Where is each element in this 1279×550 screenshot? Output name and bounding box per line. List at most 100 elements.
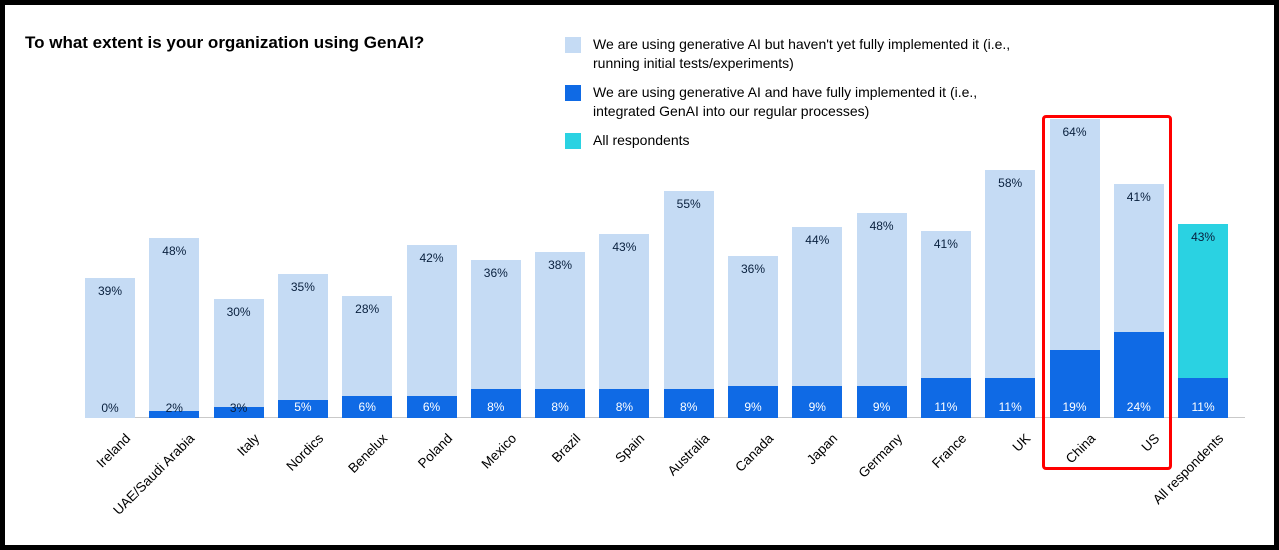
category-label: Mexico <box>466 418 520 472</box>
bar-segment-full: 9% <box>792 386 842 418</box>
bar-segment-partial: 42% <box>407 245 457 396</box>
bar-segment-full: 5% <box>278 400 328 418</box>
category-label: Japan <box>791 418 840 467</box>
bar-value-partial: 28% <box>342 302 392 316</box>
bar-column: 55%8%Australia <box>664 191 714 418</box>
category-label: UK <box>997 418 1034 455</box>
bar-value-full: 0% <box>85 401 135 415</box>
bar-column: 43%8%Spain <box>599 234 649 418</box>
bar-value-full: 9% <box>857 400 907 414</box>
bar-column: 36%8%Mexico <box>471 260 521 418</box>
bar-segment-partial: 55% <box>664 191 714 389</box>
bar-segment-full: 6% <box>407 396 457 418</box>
bar-value-full: 8% <box>664 400 714 414</box>
bar-value-partial: 36% <box>728 262 778 276</box>
bar-column: 41%24%US <box>1114 184 1164 418</box>
bar-segment-full: 19% <box>1050 350 1100 418</box>
bar-value-partial: 41% <box>1114 190 1164 204</box>
bar-segment-partial: 48% <box>149 238 199 411</box>
bar-value-partial: 39% <box>85 284 135 298</box>
bar-segment-full: 6% <box>342 396 392 418</box>
bar-segment-partial: 43% <box>599 234 649 389</box>
bar-value-partial: 58% <box>985 176 1035 190</box>
bar-segment-full: 3% <box>214 407 264 418</box>
bar-segment-full: 8% <box>471 389 521 418</box>
bar-segment-full: 11% <box>985 378 1035 418</box>
bar-value-partial: 48% <box>149 244 199 258</box>
bar-value-full: 2% <box>149 401 199 415</box>
bar-segment-full: 8% <box>664 389 714 418</box>
bar-column: 48%2%UAE/Saudi Arabia <box>149 238 199 418</box>
legend-swatch <box>565 85 581 101</box>
bar-segment-full: 2% <box>149 411 199 418</box>
bar-column: 39%0%Ireland <box>85 278 135 418</box>
category-label: US <box>1126 418 1163 455</box>
bar-value-partial: 48% <box>857 219 907 233</box>
bar-value-full: 11% <box>921 400 971 414</box>
legend-item: We are using generative AI and have full… <box>565 83 1025 121</box>
category-label: Poland <box>402 418 455 471</box>
bar-value-full: 8% <box>535 400 585 414</box>
category-label: Australia <box>652 418 712 478</box>
bar-value-partial: 41% <box>921 237 971 251</box>
bar-value-partial: 44% <box>792 233 842 247</box>
legend-label: We are using generative AI and have full… <box>593 83 1025 121</box>
bar-column: 48%9%Germany <box>857 213 907 418</box>
bar-column: 58%11%UK <box>985 170 1035 418</box>
bar-value-full: 3% <box>214 401 264 415</box>
bar-column: 64%19%China <box>1050 119 1100 418</box>
bar-segment-partial: 38% <box>535 252 585 389</box>
bar-value-partial: 30% <box>214 305 264 319</box>
category-label: Italy <box>221 418 262 459</box>
legend-swatch <box>565 37 581 53</box>
stacked-bar-chart: 39%0%Ireland48%2%UAE/Saudi Arabia30%3%It… <box>85 118 1245 418</box>
bar-segment-partial: 64% <box>1050 119 1100 349</box>
legend-item: We are using generative AI but haven't y… <box>565 35 1025 73</box>
bar-value-full: 8% <box>599 400 649 414</box>
bar-value-full: 9% <box>792 400 842 414</box>
category-label: Spain <box>600 418 648 466</box>
bar-segment-partial: 41% <box>1114 184 1164 332</box>
bar-value-full: 6% <box>407 400 457 414</box>
bar-column: 43%11%All respondents <box>1178 224 1228 418</box>
bar-segment-full: 9% <box>728 386 778 418</box>
bar-value-full: 8% <box>471 400 521 414</box>
category-label: Germany <box>842 418 905 481</box>
category-label: Nordics <box>271 418 327 474</box>
bar-value-partial: 55% <box>664 197 714 211</box>
bar-segment-full: 11% <box>1178 378 1228 418</box>
bar-segment-partial: 44% <box>792 227 842 385</box>
bar-value-full: 11% <box>1178 400 1228 414</box>
bar-value-full: 24% <box>1114 400 1164 414</box>
bar-segment-partial: 48% <box>857 213 907 386</box>
bar-value-partial: 35% <box>278 280 328 294</box>
bar-segment-full: 8% <box>599 389 649 418</box>
bar-segment-partial: 30% <box>214 299 264 407</box>
bar-segment-full: 8% <box>535 389 585 418</box>
bar-value-partial: 43% <box>599 240 649 254</box>
bar-value-partial: 42% <box>407 251 457 265</box>
bar-value-full: 11% <box>985 400 1035 414</box>
bar-segment-partial: 36% <box>728 256 778 386</box>
bar-value-full: 6% <box>342 400 392 414</box>
legend-label: We are using generative AI but haven't y… <box>593 35 1025 73</box>
bar-column: 41%11%France <box>921 231 971 418</box>
category-label: France <box>916 418 969 471</box>
bar-column: 38%8%Brazil <box>535 252 585 418</box>
bar-column: 36%9%Canada <box>728 256 778 418</box>
bar-value-partial: 38% <box>535 258 585 272</box>
bar-segment-partial: 28% <box>342 296 392 397</box>
category-label: Benelux <box>333 418 391 476</box>
category-label: Brazil <box>536 418 583 465</box>
bar-segment-partial: 43% <box>1178 224 1228 379</box>
bar-value-partial: 64% <box>1050 125 1100 139</box>
category-label: Ireland <box>81 418 134 471</box>
category-label: Canada <box>720 418 777 475</box>
bar-segment-full: 24% <box>1114 332 1164 418</box>
bar-value-full: 9% <box>728 400 778 414</box>
bar-value-partial: 43% <box>1178 230 1228 244</box>
chart-canvas: To what extent is your organization usin… <box>4 4 1275 546</box>
bar-value-partial: 36% <box>471 266 521 280</box>
bar-segment-partial: 58% <box>985 170 1035 379</box>
category-label: China <box>1050 418 1098 466</box>
